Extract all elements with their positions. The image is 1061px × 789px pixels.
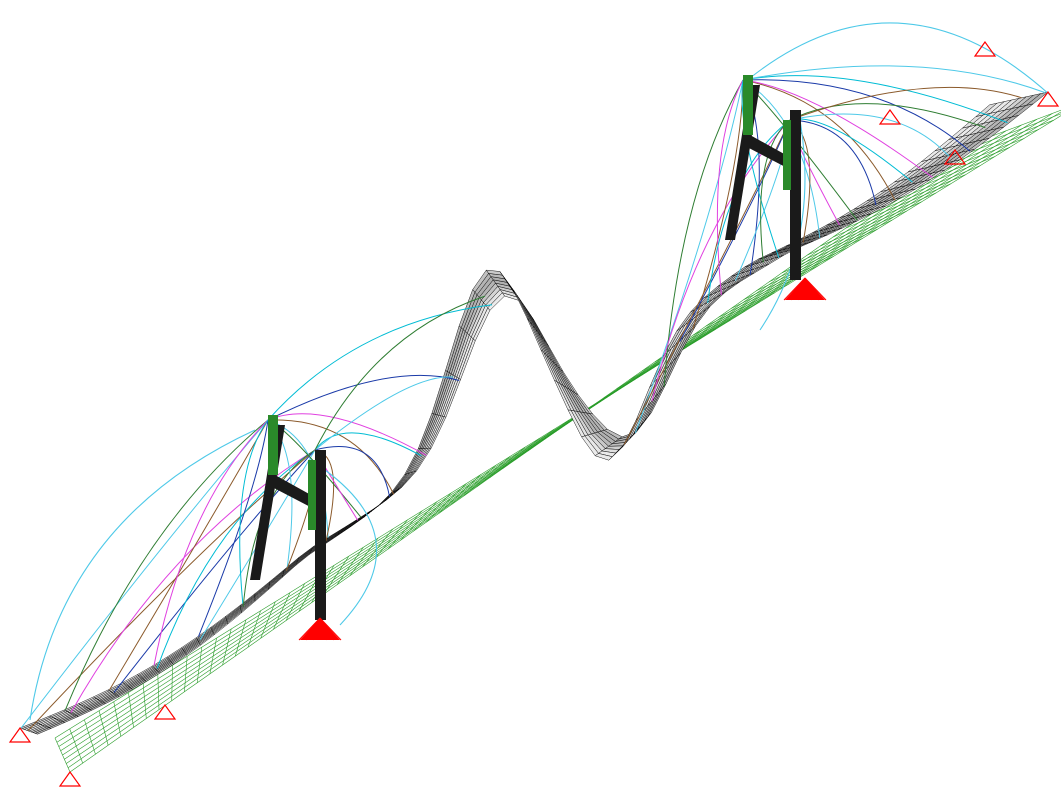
stay-cable bbox=[314, 446, 391, 497]
stay-cable bbox=[64, 419, 269, 711]
triangle-pin-support-icon bbox=[58, 770, 82, 787]
stay-cable bbox=[314, 432, 422, 457]
pylons bbox=[250, 75, 801, 620]
undeformed-long-line bbox=[54, 115, 1061, 739]
triangle-pin-support-icon bbox=[943, 148, 967, 165]
fixed-support-ray bbox=[319, 617, 342, 641]
fixed-support-ray bbox=[298, 617, 321, 641]
fixed-support-ray bbox=[319, 617, 335, 641]
stay-cable bbox=[314, 295, 486, 451]
fixed-support-ray bbox=[305, 617, 321, 641]
supports bbox=[8, 40, 1060, 787]
triangle-pin-support-icon bbox=[878, 108, 902, 125]
fixed-support-ray bbox=[804, 277, 827, 301]
tower-leg-front bbox=[315, 450, 326, 620]
deck-mesh-cell bbox=[513, 289, 531, 323]
stay-cable bbox=[716, 79, 744, 295]
undeformed-long-line bbox=[64, 130, 1007, 760]
undeformed-long-line bbox=[66, 136, 991, 764]
stay-cable bbox=[789, 103, 986, 129]
fixed-support-ray bbox=[312, 617, 321, 641]
triangle-pin-support-icon bbox=[1036, 90, 1060, 107]
stay-cable bbox=[742, 65, 1046, 94]
stay-cables bbox=[20, 22, 1051, 732]
stay-cable bbox=[663, 79, 744, 387]
stay-cable bbox=[27, 449, 316, 732]
fixed-support-icon bbox=[783, 277, 827, 301]
fixed-support-ray bbox=[804, 277, 813, 301]
stay-cable bbox=[109, 419, 269, 690]
stay-cable bbox=[789, 119, 877, 206]
triangle-pin-support-icon bbox=[153, 703, 177, 720]
stay-cable bbox=[679, 119, 791, 342]
tower-anchor-rear bbox=[743, 75, 753, 135]
undeformed-long-line bbox=[56, 111, 1061, 743]
stay-cable bbox=[742, 75, 1008, 124]
undeformed-long-line bbox=[58, 113, 1053, 747]
stay-cable bbox=[197, 419, 269, 637]
tower-anchor-front bbox=[783, 120, 791, 190]
stay-cable bbox=[199, 449, 316, 640]
pylon-left bbox=[250, 415, 326, 620]
fixed-support-ray bbox=[790, 277, 806, 301]
stay-cable bbox=[789, 86, 1022, 121]
stay-cable bbox=[742, 79, 971, 152]
triangle-pin-support-icon bbox=[8, 726, 32, 743]
stay-cable bbox=[742, 79, 933, 178]
stay-cable bbox=[789, 113, 950, 157]
stay-cable-arc bbox=[29, 429, 256, 721]
pylon-right bbox=[725, 75, 801, 280]
undeformed-long-line bbox=[62, 124, 1022, 756]
stay-cable bbox=[267, 304, 493, 421]
fixed-support-icon bbox=[298, 617, 342, 641]
tower-leg-front bbox=[790, 110, 801, 280]
stay-cable bbox=[267, 413, 427, 456]
tower-anchor-rear bbox=[268, 415, 278, 475]
stay-cable bbox=[267, 374, 460, 421]
stay-cable bbox=[760, 119, 791, 263]
deck-mesh-cell bbox=[350, 516, 366, 528]
stay-cable bbox=[314, 376, 454, 451]
deck-mesh-cell bbox=[363, 505, 379, 518]
fixed-support-ray bbox=[804, 277, 820, 301]
tower-anchor-front bbox=[308, 460, 316, 530]
undeformed-long-line bbox=[60, 119, 1038, 752]
undeformed-deck-mesh bbox=[54, 109, 1061, 773]
stay-cable-arc bbox=[749, 22, 1051, 96]
fixed-support-ray bbox=[797, 277, 806, 301]
triangle-pin-support-icon bbox=[973, 40, 997, 57]
stay-cable bbox=[634, 79, 744, 434]
stay-cable bbox=[113, 449, 316, 693]
undeformed-long-line bbox=[69, 147, 961, 773]
deformed-deck-surface bbox=[19, 91, 1049, 735]
stay-cable bbox=[153, 419, 269, 666]
stay-cable bbox=[742, 79, 896, 201]
fixed-support-ray bbox=[783, 277, 806, 301]
stay-cable bbox=[239, 419, 269, 604]
fixed-support-ray bbox=[319, 617, 328, 641]
stay-cable-arc bbox=[324, 469, 378, 626]
deck-mesh-cell bbox=[377, 491, 393, 507]
